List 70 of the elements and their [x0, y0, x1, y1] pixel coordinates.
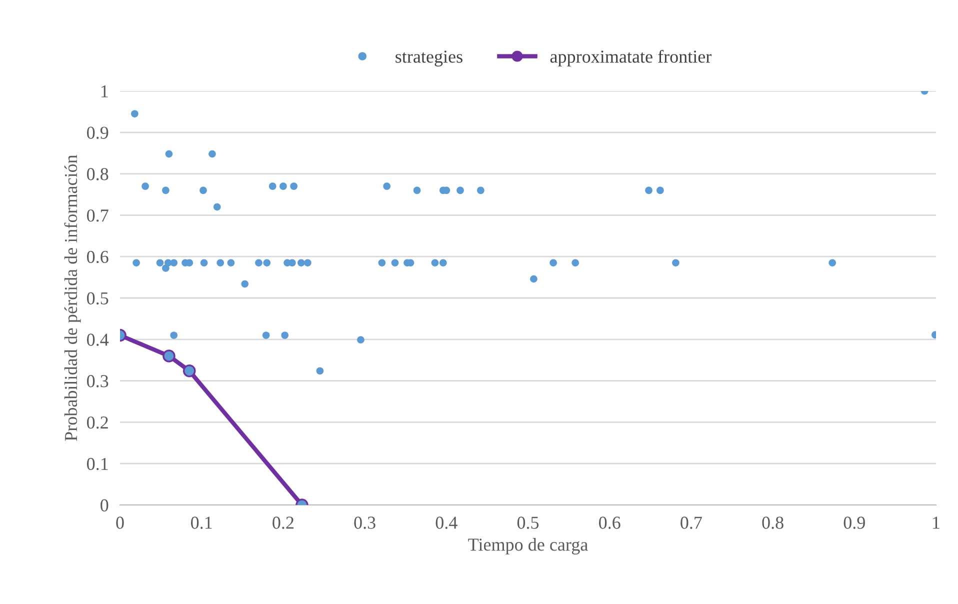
- point: [200, 186, 207, 194]
- point: [656, 186, 664, 194]
- point: [550, 259, 557, 266]
- y-tick-label: 1: [101, 85, 108, 98]
- point: [378, 259, 386, 266]
- y-tick-label: 0.1: [87, 458, 108, 470]
- y-tick-label: 0.9: [87, 126, 108, 139]
- point: [241, 280, 249, 288]
- x-tick-label: 0.7: [680, 516, 702, 529]
- point: [672, 259, 680, 266]
- point: [477, 186, 484, 194]
- point: [263, 259, 271, 266]
- y-tick-label: 0.4: [87, 334, 109, 346]
- point: [131, 110, 138, 118]
- point: [162, 186, 170, 194]
- point: [200, 259, 208, 266]
- point: [357, 336, 364, 344]
- point: [383, 182, 391, 190]
- point: [142, 182, 149, 190]
- y-axis-title: Probabilidad de pérdida de información: [64, 154, 81, 441]
- x-tick-label: 1: [933, 516, 940, 529]
- point: [828, 259, 836, 266]
- point: [431, 259, 439, 266]
- point: [268, 182, 276, 190]
- y-tick-label: 0.6: [87, 250, 108, 264]
- point: [281, 332, 289, 339]
- y-tick-label: 0.8: [87, 168, 108, 180]
- x-tick-label: 0.8: [762, 516, 784, 529]
- x-tick-label: 0.6: [599, 516, 620, 529]
- point: [162, 350, 176, 362]
- point: [213, 203, 221, 211]
- x-tick-label: 0.3: [354, 516, 376, 529]
- x-tick-label: 0.5: [517, 516, 539, 529]
- x-tick-label: 0.2: [272, 516, 294, 529]
- x-tick-label: 0.4: [436, 516, 458, 529]
- point: [156, 259, 164, 266]
- y-tick-label: 0.2: [87, 416, 108, 429]
- point: [182, 364, 196, 378]
- point: [456, 186, 464, 194]
- point: [297, 259, 305, 266]
- point: [262, 332, 270, 339]
- point: [208, 150, 216, 158]
- point: [413, 186, 421, 194]
- y-tick-label: 0: [100, 499, 108, 512]
- point: [165, 150, 173, 158]
- x-axis-title: Tiempo de carga: [468, 538, 588, 554]
- point: [572, 259, 579, 266]
- point: [227, 259, 235, 266]
- point: [170, 259, 178, 266]
- point: [316, 367, 324, 375]
- y-tick-label: 0.7: [87, 209, 108, 222]
- point: [170, 332, 178, 339]
- x-tick-label: 0.9: [844, 516, 865, 529]
- x-tick-label: 0: [116, 516, 124, 529]
- point: [255, 259, 262, 266]
- point: [645, 186, 652, 194]
- y-tick-label: 0.5: [87, 292, 108, 305]
- point: [290, 182, 298, 190]
- point: [288, 259, 296, 266]
- point: [439, 259, 447, 266]
- point: [216, 259, 224, 266]
- point: [530, 275, 538, 283]
- y-tick-label: 0.3: [87, 375, 108, 388]
- point: [304, 259, 312, 266]
- legend-label: strategies: [396, 50, 462, 66]
- x-tick-label: 0.1: [191, 516, 212, 529]
- legend-label: approximatate frontier: [550, 50, 712, 66]
- point: [280, 182, 287, 190]
- point: [132, 259, 140, 266]
- point: [391, 259, 399, 266]
